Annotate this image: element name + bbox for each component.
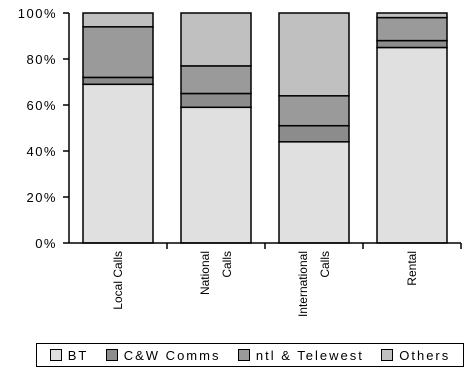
legend-swatch-others xyxy=(381,349,394,361)
legend-swatch-cw-comms xyxy=(105,349,118,361)
bar-segment-others-0 xyxy=(82,12,154,28)
bar-segment-c-w-comms-1 xyxy=(180,92,252,109)
bar-segment-ntl-telewest-0 xyxy=(82,26,154,79)
x-category-label-2-0: International xyxy=(296,251,310,317)
legend-item-others: Others xyxy=(381,348,450,363)
stacked-bar-chart: 0% 20% 40% 60% 80% 100% Local Calls National Ca… xyxy=(18,6,462,317)
bar-segment-bt-2 xyxy=(278,141,350,244)
x-category-label-0-0: Local Calls xyxy=(111,251,125,310)
y-tick-label-80: 80% xyxy=(26,52,57,67)
axes-group xyxy=(68,13,462,249)
bars-group xyxy=(82,12,448,244)
y-axis-ticks: 0% 20% 40% 60% 80% 100% xyxy=(18,6,69,251)
legend-label-cw-comms: C&W Comms xyxy=(123,347,221,363)
legend-item-ntl-telewest: ntl & Telewest xyxy=(237,347,364,363)
bar-segment-c-w-comms-2 xyxy=(278,124,350,143)
x-category-label-1-0: National xyxy=(198,251,212,295)
legend-swatch-ntl-telewest xyxy=(237,349,250,361)
legend-label-others: Others xyxy=(399,347,451,363)
y-tick-label-100: 100% xyxy=(18,6,57,21)
x-category-label-1-1: Calls xyxy=(220,251,234,278)
x-axis-categories: Local Calls National Calls International Cal… xyxy=(111,251,419,317)
y-tick-label-40: 40% xyxy=(26,144,57,159)
y-tick-label-20: 20% xyxy=(26,190,57,205)
bar-segment-bt-1 xyxy=(180,106,252,244)
bar-segment-ntl-telewest-1 xyxy=(180,65,252,95)
legend-item-cw-comms: C&W Comms xyxy=(105,347,221,363)
y-tick-label-60: 60% xyxy=(26,98,57,113)
bar-segment-others-3 xyxy=(376,12,448,19)
y-tick-label-0: 0% xyxy=(35,236,57,251)
x-category-label-2-1: Calls xyxy=(318,251,332,278)
legend-label-ntl-telewest: ntl & Telewest xyxy=(255,347,364,363)
bar-segment-ntl-telewest-3 xyxy=(376,16,448,42)
bar-segment-bt-3 xyxy=(376,46,448,244)
bar-segment-bt-0 xyxy=(82,83,154,244)
legend-label-bt: BT xyxy=(67,347,89,363)
bar-segment-ntl-telewest-2 xyxy=(278,95,350,127)
legend-swatch-bt xyxy=(49,349,62,361)
bar-segment-c-w-comms-0 xyxy=(82,76,154,86)
chart-legend: BT C&W Comms ntl & Telewest Others xyxy=(36,343,464,367)
bar-segment-others-2 xyxy=(278,12,350,97)
bar-segment-others-1 xyxy=(180,12,252,67)
x-category-label-3-0: Rental xyxy=(405,251,419,286)
legend-item-bt: BT xyxy=(49,347,89,363)
bar-segment-c-w-comms-3 xyxy=(376,39,448,49)
